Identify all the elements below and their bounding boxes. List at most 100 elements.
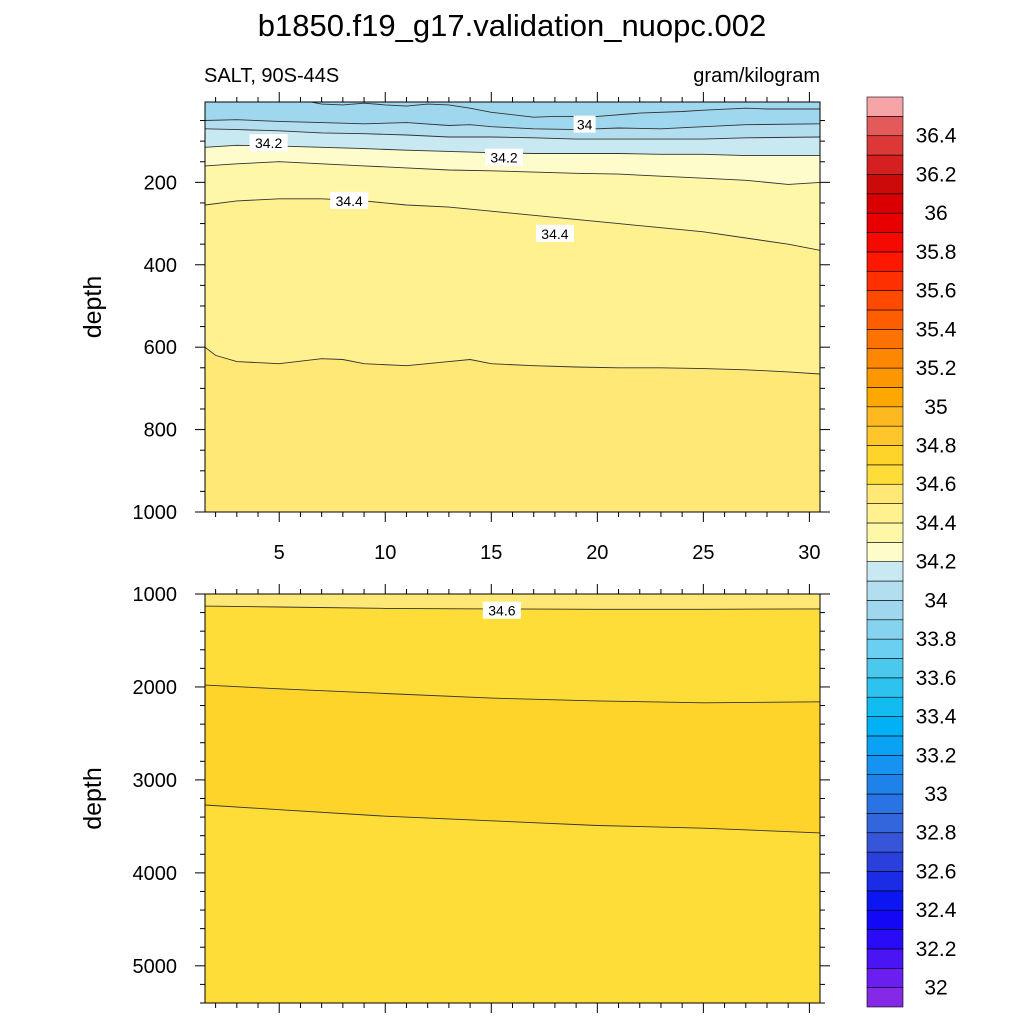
axis-ticks — [195, 92, 830, 522]
colorbar-swatch — [866, 116, 904, 137]
colorbar: 32 32.2 32.4 32.6 32.8 33 33.2 33.4 33.6 33.8 34 34… — [866, 96, 957, 1008]
colorbar-tick-label: 32.8 — [916, 822, 957, 845]
contour-label: 34.6 — [488, 603, 515, 619]
y-axis-label: depth — [79, 276, 107, 339]
colorbar-swatch — [866, 851, 904, 872]
colorbar-swatch — [866, 425, 904, 446]
colorbar-tick-label: 35 — [924, 396, 947, 419]
y-tick-label: 5000 — [133, 956, 178, 978]
colorbar-tick-label: 36 — [924, 202, 947, 225]
x-tick-label: 15 — [480, 542, 502, 564]
contour-line-34.4 — [205, 198, 820, 251]
contour-line-34.1 — [205, 128, 820, 140]
contour-label-bg — [482, 601, 521, 619]
contour-line-33.9 — [308, 102, 820, 118]
y-tick-label: 1000 — [133, 584, 178, 606]
y-tick-label: 3000 — [133, 770, 178, 792]
x-tick-label: 10 — [374, 542, 396, 564]
contour-label: 34.4 — [541, 226, 568, 242]
y-tick-label: 2000 — [133, 677, 178, 699]
colorbar-swatch — [866, 658, 904, 679]
colorbar-swatch — [866, 619, 904, 640]
colorbar-swatch — [866, 871, 904, 892]
colorbar-swatch — [866, 96, 904, 117]
colorbar-swatch — [866, 987, 904, 1008]
colorbar-tick-label: 32.6 — [916, 860, 957, 883]
colorbar-swatch — [866, 600, 904, 621]
y-tick-label: 400 — [144, 255, 177, 277]
colorbar-swatch — [866, 754, 904, 775]
upper-depth-panel: 34 34.2 34.2 34.4 34.4 5 10 15 20 25 30 200 400 600 80… — [79, 92, 830, 564]
colorbar-swatch — [866, 445, 904, 466]
colorbar-tick-label: 34.2 — [916, 551, 957, 574]
colorbar-swatch — [866, 329, 904, 350]
colorbar-swatch — [866, 367, 904, 388]
variable-label: SALT, 90S-44S — [204, 65, 339, 87]
colorbar-tick-label: 33.2 — [916, 744, 957, 767]
colorbar-swatch — [866, 832, 904, 853]
colorbar-tick-label: 34.6 — [916, 473, 957, 496]
colorbar-swatch — [866, 793, 904, 814]
colorbar-swatch — [866, 561, 904, 582]
colorbar-swatch — [866, 387, 904, 408]
colorbar-swatch — [866, 735, 904, 756]
colorbar-swatch — [866, 638, 904, 659]
y-tick-label: 4000 — [133, 863, 178, 885]
colorbar-swatch — [866, 774, 904, 795]
colorbar-swatch — [866, 193, 904, 214]
axis-ticks — [195, 584, 830, 1013]
contour-label: 34.4 — [336, 193, 363, 209]
colorbar-swatch — [866, 890, 904, 911]
colorbar-swatch — [866, 232, 904, 253]
colorbar-swatch — [866, 464, 904, 485]
colorbar-swatch — [866, 270, 904, 291]
colorbar-swatch — [866, 580, 904, 601]
colorbar-swatch — [866, 813, 904, 834]
colorbar-tick-label: 35.6 — [916, 280, 957, 303]
colorbar-tick-label: 35.4 — [916, 318, 957, 341]
y-tick-label: 1000 — [133, 502, 178, 524]
colorbar-swatch — [866, 929, 904, 950]
colorbar-swatch — [866, 677, 904, 698]
contour-label: 34.2 — [490, 150, 517, 166]
colorbar-tick-label: 32 — [924, 977, 947, 1000]
colorbar-tick-label: 36.4 — [916, 125, 957, 148]
colorbar-swatch — [866, 696, 904, 717]
colorbar-swatch — [866, 542, 904, 562]
colorbar-swatch — [866, 522, 904, 543]
colorbar-swatch — [866, 716, 904, 737]
colorbar-tick-label: 34.4 — [916, 512, 957, 535]
contour-line-34 — [205, 119, 820, 131]
colorbar-tick-label: 36.2 — [916, 163, 957, 186]
x-tick-label: 25 — [692, 542, 714, 564]
colorbar-tick-label: 33 — [924, 783, 947, 806]
colorbar-tick-label: 35.2 — [916, 357, 957, 380]
colorbar-tick-label: 33.8 — [916, 628, 957, 651]
contour-line-34.7 — [205, 684, 820, 704]
colorbar-swatch — [866, 174, 904, 195]
units-label: gram/kilogram — [693, 65, 820, 87]
y-axis-label: depth — [79, 767, 107, 830]
colorbar-tick-label: 32.4 — [916, 899, 957, 922]
x-tick-label: 5 — [274, 542, 285, 564]
colorbar-swatch — [866, 290, 904, 311]
colorbar-swatch — [866, 135, 904, 156]
colorbar-swatch — [866, 212, 904, 233]
contour-line-34.6 — [205, 804, 820, 834]
contour-label: 34.2 — [255, 135, 282, 151]
contour-fill-6 — [205, 347, 820, 512]
figure-title: b1850.f19_g17.validation_nuopc.002 — [258, 8, 767, 43]
y-tick-label: 800 — [144, 420, 177, 442]
x-tick-label: 30 — [798, 542, 820, 564]
contour-line-34.3 — [205, 161, 820, 185]
colorbar-swatch — [866, 406, 904, 427]
colorbar-tick-label: 33.6 — [916, 667, 957, 690]
colorbar-swatch — [866, 909, 904, 930]
contour-label-bg — [485, 148, 524, 166]
colorbar-swatch — [866, 348, 904, 369]
contour-label-bg — [330, 191, 369, 209]
contour-fills — [205, 594, 820, 1003]
colorbar-tick-label: 32.2 — [916, 938, 957, 961]
colorbar-swatch — [866, 154, 904, 175]
